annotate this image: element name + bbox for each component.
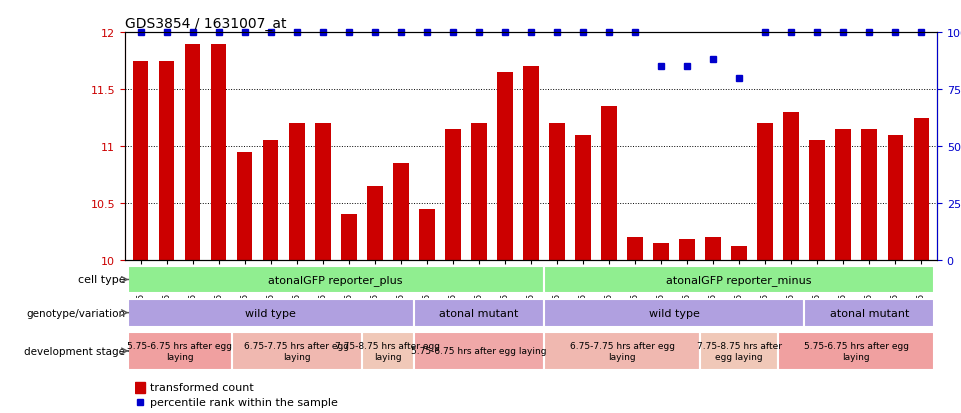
Bar: [315, 124, 331, 260]
Bar: [544, 332, 701, 370]
Text: wild type: wild type: [649, 308, 700, 318]
Text: 5.75-6.75 hrs after egg
laying: 5.75-6.75 hrs after egg laying: [803, 342, 909, 361]
Bar: [414, 332, 544, 370]
Bar: [341, 215, 357, 260]
Text: genotype/variation: genotype/variation: [26, 308, 126, 318]
Text: 6.75-7.75 hrs after egg
laying: 6.75-7.75 hrs after egg laying: [570, 342, 675, 361]
Bar: [471, 124, 486, 260]
Bar: [128, 299, 414, 327]
Bar: [731, 247, 747, 260]
Bar: [128, 266, 544, 294]
Bar: [133, 62, 148, 260]
Bar: [783, 112, 799, 260]
Bar: [232, 332, 361, 370]
Bar: [159, 62, 174, 260]
Bar: [414, 299, 544, 327]
Bar: [914, 118, 929, 260]
Text: 6.75-7.75 hrs after egg
laying: 6.75-7.75 hrs after egg laying: [244, 342, 349, 361]
Bar: [445, 130, 460, 260]
Bar: [888, 135, 903, 260]
Bar: [523, 67, 539, 260]
Bar: [778, 332, 934, 370]
Text: 5.75-6.75 hrs after egg laying: 5.75-6.75 hrs after egg laying: [411, 347, 547, 356]
Text: percentile rank within the sample: percentile rank within the sample: [150, 396, 337, 407]
Bar: [576, 135, 591, 260]
Bar: [367, 186, 382, 260]
Bar: [705, 237, 721, 260]
Bar: [393, 164, 408, 260]
Bar: [544, 266, 934, 294]
Bar: [544, 299, 804, 327]
Bar: [497, 73, 513, 260]
Bar: [861, 130, 877, 260]
Bar: [809, 141, 825, 260]
Bar: [263, 141, 279, 260]
Bar: [236, 152, 253, 260]
Text: 7.75-8.75 hrs after egg
laying: 7.75-8.75 hrs after egg laying: [335, 342, 440, 361]
Bar: [135, 382, 145, 393]
Text: atonalGFP reporter_minus: atonalGFP reporter_minus: [666, 274, 812, 285]
Bar: [628, 237, 643, 260]
Bar: [653, 243, 669, 260]
Bar: [361, 332, 414, 370]
Text: development stage: development stage: [24, 346, 126, 356]
Text: 5.75-6.75 hrs after egg
laying: 5.75-6.75 hrs after egg laying: [127, 342, 233, 361]
Bar: [289, 124, 305, 260]
Bar: [602, 107, 617, 260]
Text: cell type: cell type: [78, 275, 126, 285]
Bar: [701, 332, 778, 370]
Text: transformed count: transformed count: [150, 382, 254, 392]
Text: atonalGFP reporter_plus: atonalGFP reporter_plus: [268, 274, 403, 285]
Bar: [757, 124, 773, 260]
Text: 7.75-8.75 hrs after
egg laying: 7.75-8.75 hrs after egg laying: [697, 342, 781, 361]
Bar: [128, 332, 232, 370]
Bar: [549, 124, 565, 260]
Bar: [419, 209, 434, 260]
Text: GDS3854 / 1631007_at: GDS3854 / 1631007_at: [125, 17, 286, 31]
Bar: [185, 45, 201, 260]
Bar: [804, 299, 934, 327]
Bar: [835, 130, 851, 260]
Bar: [679, 240, 695, 260]
Text: atonal mutant: atonal mutant: [439, 308, 519, 318]
Text: wild type: wild type: [245, 308, 296, 318]
Text: atonal mutant: atonal mutant: [829, 308, 909, 318]
Bar: [210, 45, 227, 260]
